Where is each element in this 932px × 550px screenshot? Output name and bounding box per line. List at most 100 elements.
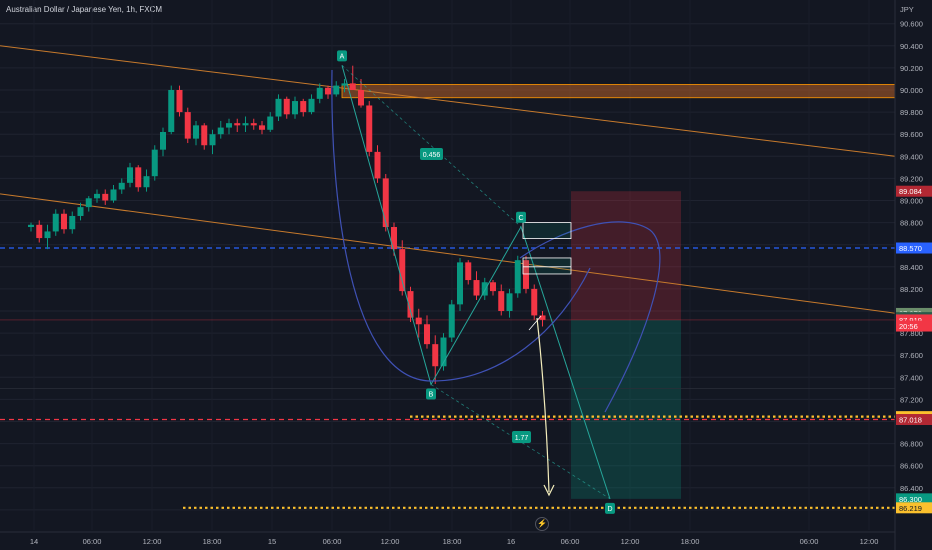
svg-text:0.456: 0.456 (423, 152, 441, 159)
time-tick-label: 06:00 (561, 537, 580, 546)
candle-up (217, 127, 224, 135)
projection-box (522, 222, 572, 240)
candle-down (391, 227, 397, 250)
candle-down (374, 151, 381, 179)
take-profit-zone (571, 319, 681, 499)
candle-down (201, 125, 208, 146)
candle-down (135, 167, 142, 188)
price-tick-label: 89.000 (900, 197, 923, 206)
candle-up (143, 176, 150, 188)
price-tag: 89.084 (896, 185, 932, 197)
pattern-point-d[interactable]: D (605, 502, 615, 514)
price-tag: 87.919 (896, 314, 932, 326)
candle-down (432, 344, 439, 367)
price-tick-label: 90.600 (900, 20, 923, 29)
candle-down (399, 249, 406, 292)
price-tag: 20:56 (896, 320, 932, 332)
time-tick-label: 12:00 (381, 537, 400, 546)
small-pointer (528, 315, 542, 331)
projection-arrow (536, 317, 550, 493)
candle-down (498, 291, 505, 311)
candle-up (333, 85, 340, 95)
drawings-front: A B C D 0.456 1.77 (331, 50, 661, 514)
candle-up (77, 207, 84, 216)
ratio-label: 0.456 (420, 148, 443, 160)
price-tag: 87.018 (896, 414, 932, 426)
candle-down (184, 112, 191, 139)
drawings-back (0, 45, 896, 509)
svg-text:1.77: 1.77 (515, 435, 529, 442)
price-tick-label: 87.200 (900, 395, 923, 404)
price-tick-label: 87.600 (900, 351, 923, 360)
candle-up (69, 215, 76, 230)
candle-down (366, 105, 373, 152)
trendline-lower (0, 193, 896, 314)
svg-text:C: C (518, 215, 523, 222)
trendline-upper (0, 45, 896, 157)
price-tick-label: 90.000 (900, 86, 923, 95)
time-tick-label: 12:00 (143, 537, 162, 546)
candle-down (473, 280, 480, 296)
price-tick-label: 87.800 (900, 329, 923, 338)
svg-text:88.570: 88.570 (899, 244, 922, 253)
time-tick-label: 15 (268, 537, 276, 546)
candle-down (300, 101, 307, 113)
candle-down (523, 260, 529, 289)
price-tag: 88.570 (896, 242, 932, 254)
flash-icon[interactable]: ⚡ (535, 517, 549, 531)
candle-up (275, 98, 282, 117)
price-tick-label: 88.200 (900, 285, 923, 294)
time-tick-label: 16 (507, 537, 515, 546)
candle-up (448, 304, 455, 338)
blue-arc-curve (331, 69, 591, 382)
candle-up (94, 193, 100, 199)
svg-text:D: D (607, 506, 612, 513)
candle-up (52, 213, 59, 232)
price-axis: 90.600 90.400 90.200 90.000 89.800 89.600 89.4… (894, 0, 923, 550)
projection-box (522, 257, 572, 275)
time-tick-label: 14 (30, 537, 38, 546)
candle-up (44, 231, 51, 239)
svg-text:87.919: 87.919 (899, 316, 922, 325)
blue-arc-curve-right (519, 221, 661, 413)
candle-down (234, 123, 241, 126)
candle-down (61, 213, 67, 230)
candle-down (36, 224, 43, 239)
candle-down (176, 90, 183, 113)
pattern-point-b[interactable]: B (426, 388, 436, 400)
candle-up (226, 123, 232, 128)
price-tag: 86.300 (896, 493, 932, 505)
svg-text:B: B (429, 391, 434, 398)
candle-up (85, 198, 92, 208)
price-tick-label: 89.600 (900, 130, 923, 139)
candle-up (308, 98, 315, 113)
candle-up (110, 189, 117, 201)
ratio-label: 1.77 (512, 431, 531, 443)
pattern-point-c[interactable]: C (516, 211, 526, 223)
candle-up (316, 87, 323, 99)
pattern-point-a[interactable]: A (337, 50, 347, 62)
candle-up (457, 262, 463, 305)
candle-up (292, 101, 298, 115)
candle-up (168, 90, 175, 132)
price-tick-label: 88.400 (900, 263, 923, 272)
candle-down (349, 83, 356, 90)
candle-up (127, 167, 133, 183)
candle-down (407, 291, 414, 318)
candle-down (490, 282, 496, 292)
svg-text:89.084: 89.084 (899, 187, 922, 196)
svg-text:87.018: 87.018 (899, 416, 922, 425)
candle-down (358, 90, 364, 106)
candle-up (193, 125, 199, 139)
symbol-title[interactable]: Australian Dollar / Japanese Yen, 1h, FX… (6, 5, 163, 14)
price-tick-label: 89.400 (900, 152, 923, 161)
price-tick-label: 86.800 (900, 440, 923, 449)
candle-up (440, 337, 447, 367)
candle-up (242, 123, 249, 126)
candle-up (506, 293, 513, 311)
svg-text:20:56: 20:56 (899, 322, 918, 331)
candle-down (539, 315, 546, 320)
price-tick-label: 87.400 (900, 373, 923, 382)
